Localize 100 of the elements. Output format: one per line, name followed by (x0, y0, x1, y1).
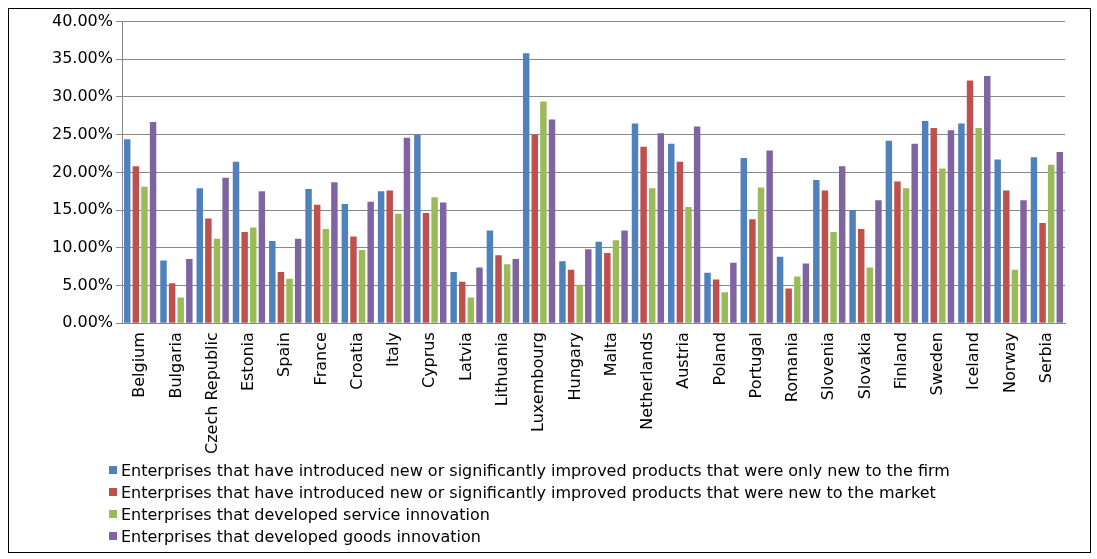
bar (849, 210, 856, 323)
legend-label: Enterprises that have introduced new or significantly improved products that were new to the market (121, 482, 936, 502)
x-tick-label: Norway (999, 332, 1019, 393)
bar (294, 238, 302, 323)
y-tick-label: 10.00% (51, 236, 114, 256)
bar (640, 146, 647, 323)
bar (512, 259, 519, 323)
y-tick-label: 30.00% (51, 86, 114, 106)
bar (196, 188, 203, 323)
bar (149, 121, 157, 323)
bar (559, 261, 566, 323)
bar (740, 158, 748, 323)
bar (894, 181, 901, 323)
bar (595, 241, 602, 323)
bar (757, 187, 765, 323)
x-tick-label: Latvia (455, 332, 475, 381)
bar (258, 191, 266, 323)
x-tick-label: Slovakia (854, 332, 874, 400)
bar (621, 230, 628, 323)
x-tick-label: Romania (782, 332, 802, 403)
bar (322, 228, 330, 323)
bar (540, 101, 547, 323)
bar (911, 143, 918, 323)
bar (522, 53, 530, 323)
bar (1030, 157, 1038, 323)
x-tick-label: Italy (383, 332, 403, 367)
bar (749, 219, 756, 323)
x-tick-label: Iceland (963, 332, 983, 391)
bar (269, 241, 276, 323)
y-tick-label: 0.00% (62, 312, 114, 332)
bar (305, 188, 312, 323)
bar (313, 204, 321, 323)
bar (414, 134, 421, 323)
x-tick-label: Croatia (346, 332, 366, 390)
bar (576, 284, 583, 323)
bar (794, 276, 801, 323)
bar (495, 255, 502, 323)
bar (377, 191, 385, 323)
bar (821, 190, 829, 323)
bar (358, 250, 366, 323)
bar (947, 130, 955, 323)
bar (205, 218, 212, 323)
x-tick-label: Slovenia (818, 332, 838, 401)
y-tick-label: 40.00% (51, 10, 114, 30)
bar (1047, 164, 1055, 323)
bar (939, 168, 946, 323)
bar (921, 121, 929, 323)
bar (213, 238, 221, 323)
bar (857, 228, 865, 323)
bar (403, 137, 411, 323)
bar (984, 75, 991, 323)
bar (966, 80, 974, 323)
bar (450, 271, 457, 323)
bar (1056, 152, 1064, 323)
bar (802, 263, 810, 323)
bar (422, 213, 430, 323)
x-tick-label: Malta (600, 332, 620, 377)
x-tick-label: Hungary (564, 332, 584, 401)
x-tick-label: Spain (274, 332, 294, 377)
bar (439, 202, 447, 323)
x-tick-label: Luxembourg (528, 332, 548, 432)
bar (503, 264, 511, 323)
bar (1003, 190, 1010, 323)
bar (1020, 200, 1027, 323)
bar (186, 259, 193, 323)
x-tick-label: Belgium (129, 332, 149, 398)
bar (657, 133, 665, 323)
bar (693, 126, 701, 323)
bar (975, 127, 982, 323)
bar (486, 230, 494, 323)
bar (604, 253, 611, 323)
bar (813, 179, 820, 323)
x-tick-label: Sweden (927, 332, 947, 396)
x-tick-label: Estonia (238, 332, 258, 392)
bar (395, 213, 402, 323)
bar (567, 269, 575, 323)
y-tick-label: 25.00% (51, 123, 114, 143)
x-tick-label: France (310, 332, 330, 386)
bar (902, 188, 910, 323)
bar (1039, 222, 1046, 323)
bar (141, 186, 148, 323)
bar (875, 200, 882, 323)
bar (721, 292, 728, 323)
bar (459, 281, 466, 323)
bar (585, 249, 592, 323)
bar (668, 143, 675, 323)
bar (612, 240, 620, 323)
bar (866, 267, 874, 323)
legend-label: Enterprises that developed service innovation (121, 504, 490, 524)
bar (386, 190, 393, 323)
x-tick-label: Serbia (1036, 332, 1056, 384)
x-tick-label: Poland (709, 332, 729, 386)
legend-label: Enterprises that developed goods innovation (121, 526, 481, 546)
bar (232, 161, 240, 323)
bar (704, 272, 711, 323)
bar (177, 297, 184, 323)
bar (676, 161, 684, 323)
bar (286, 278, 293, 323)
x-tick-label: Bulgaria (165, 332, 185, 399)
bar (123, 139, 131, 323)
